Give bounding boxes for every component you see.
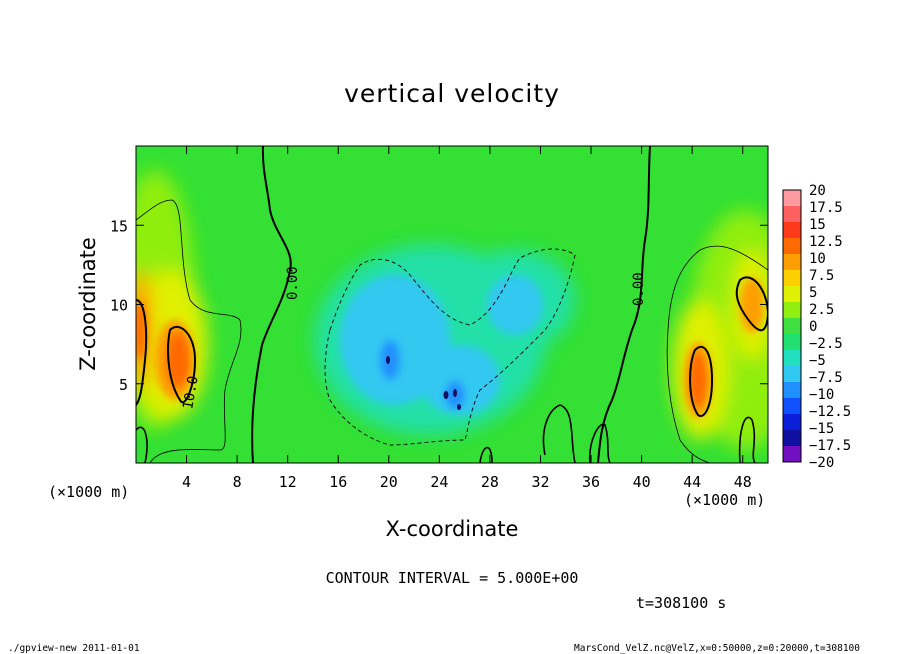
footer-left: ./gpview-new 2011-01-01 [8, 643, 140, 654]
contour-10-upper-right [735, 276, 768, 331]
contour-10-left [167, 325, 197, 404]
colorbar-cell [783, 318, 801, 335]
contour-low-c [136, 426, 148, 463]
colorbar-cell [783, 366, 801, 383]
colorbar-label: −2.5 [809, 336, 843, 352]
colorbar-cell [783, 222, 801, 239]
colorbar-cell [783, 302, 801, 319]
colorbar-label: −7.5 [809, 370, 843, 386]
colorbar-label: −5 [809, 353, 826, 369]
colorbar: 2017.51512.5107.552.50−2.5−5−7.5−10−12.5… [782, 183, 851, 471]
x-tick-label: 48 [734, 473, 752, 491]
colorbar-label: 0 [809, 319, 817, 335]
colorbar-label: −17.5 [809, 438, 851, 454]
colorbar-cell [783, 238, 801, 255]
contour-low-b [589, 423, 611, 463]
x-tick-label: 40 [633, 473, 651, 491]
colorbar-label: 15 [809, 217, 826, 233]
y-axis-ticks: 5 10 15 [110, 217, 768, 394]
contour-low-a [542, 404, 576, 463]
colorbar-label: −12.5 [809, 404, 851, 420]
time-label: t=308100 s [636, 594, 726, 612]
x-unit-label: (×1000 m) [684, 491, 765, 509]
x-tick-label: 28 [481, 473, 499, 491]
minimum-cells [386, 356, 461, 410]
colorbar-label: −15 [809, 421, 834, 437]
colorbar-cell [783, 270, 801, 287]
x-tick-label: 4 [182, 473, 191, 491]
colorbar-cell [783, 286, 801, 303]
contour-label: 0.00 [631, 272, 647, 306]
colorbar-label: 17.5 [809, 200, 843, 216]
colorbar-cell [783, 206, 801, 223]
zero-contour-right [597, 146, 651, 463]
colorbar-label: 2.5 [809, 302, 834, 318]
contour-5-right [666, 245, 768, 463]
footer-right: MarsCond_VelZ.nc@VelZ,x=0:50000,z=0:2000… [574, 643, 860, 654]
contour-label: 0.00 [285, 266, 301, 300]
colorbar-cell [783, 398, 801, 415]
x-tick-label: 32 [531, 473, 549, 491]
plot-area: 0.00 0.00 10.0 4 8 12 16 20 24 28 32 36 40 44 48 51… [110, 145, 769, 491]
contour-neg5 [324, 248, 576, 446]
chart-title: vertical velocity [344, 79, 560, 108]
contour-lines [136, 146, 768, 463]
colorbar-cell [783, 446, 801, 463]
x-tick-label: 12 [279, 473, 297, 491]
contour-label-group: 0.00 0.00 10.0 [180, 266, 647, 410]
field-core-shading [136, 275, 764, 418]
colorbar-cell [783, 254, 801, 271]
colorbar-cell [783, 190, 801, 207]
y-axis-label: Z-coordinate [76, 237, 100, 371]
y-unit-label: (×1000 m) [48, 483, 129, 501]
colorbar-cell [783, 414, 801, 431]
x-tick-label: 24 [430, 473, 448, 491]
y-tick-label: 5 [119, 376, 128, 394]
contour-5-left [136, 199, 242, 463]
y-tick-label: 10 [110, 297, 128, 315]
colorbar-label: −10 [809, 387, 834, 403]
x-tick-label: 36 [582, 473, 600, 491]
contour-interval-note: CONTOUR INTERVAL = 5.000E+00 [326, 569, 579, 587]
colorbar-label: 12.5 [809, 234, 843, 250]
contour-low-d [479, 446, 493, 463]
contour-10-right [689, 345, 714, 417]
contour-label: 10.0 [180, 375, 202, 411]
x-tick-label: 44 [683, 473, 701, 491]
x-axis-ticks: 4 8 12 16 20 24 28 32 36 40 44 48 [182, 146, 752, 491]
colorbar-cell [783, 334, 801, 351]
colorbar-label: 10 [809, 251, 826, 267]
x-axis-label: X-coordinate [386, 517, 519, 541]
colorbar-frame [782, 189, 802, 463]
colorbar-cell [783, 382, 801, 399]
zero-contour-left [251, 146, 292, 463]
y-tick-label: 15 [110, 217, 128, 235]
colorbar-label: 20 [809, 183, 826, 199]
colorbar-label: 7.5 [809, 268, 834, 284]
colorbar-cell [783, 430, 801, 447]
heatmap-field: 0.00 0.00 10.0 [136, 146, 768, 463]
colorbar-label: −20 [809, 455, 834, 471]
colorbar-cell [783, 350, 801, 367]
x-tick-label: 8 [233, 473, 242, 491]
contour-low-e [738, 416, 756, 463]
colorbar-label: 5 [809, 285, 817, 301]
x-tick-label: 16 [329, 473, 347, 491]
x-tick-label: 20 [380, 473, 398, 491]
contour-10-edge [136, 299, 148, 406]
